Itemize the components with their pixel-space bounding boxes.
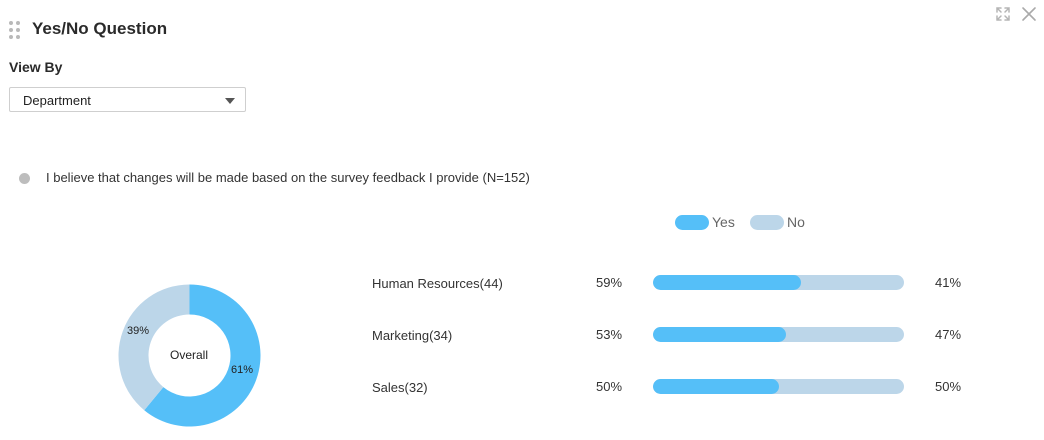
- legend-no-label: No: [787, 214, 805, 230]
- bar-no-segment: [653, 379, 904, 394]
- donut-no-slice: [118, 284, 190, 411]
- expand-icon[interactable]: [994, 5, 1012, 23]
- bar-yes-segment: [653, 275, 802, 290]
- bar-yes-segment: [653, 379, 779, 394]
- legend-yes-swatch: [675, 215, 709, 230]
- bar-yes-pct-label: 50%: [596, 379, 623, 394]
- donut-yes-pct-label: 61%: [231, 364, 254, 376]
- donut-yes-slice: [144, 284, 261, 427]
- bar-yes-pct-label: 59%: [596, 275, 623, 290]
- drag-handle-icon[interactable]: [9, 21, 21, 39]
- legend-yes-label: Yes: [712, 214, 735, 230]
- bar-no-pct-label: 50%: [935, 379, 962, 394]
- bar-yes-pct-label: 53%: [596, 327, 623, 342]
- view-by-dropdown[interactable]: Department: [9, 87, 246, 112]
- bar-row-sales: Sales(32) 50% 50%: [0, 376, 1044, 400]
- donut-center-label: Overall: [170, 348, 209, 362]
- question-bullet-icon: [19, 173, 30, 184]
- bar-yes-segment: [653, 327, 787, 342]
- bar-no-segment: [653, 275, 904, 290]
- overall-donut-chart: [118, 284, 261, 427]
- view-by-selected-value: Department: [23, 93, 91, 108]
- bar-category-label: Human Resources(44): [372, 276, 503, 291]
- view-by-label: View By: [9, 59, 63, 75]
- chevron-down-icon: [225, 98, 235, 104]
- bar-row-marketing: Marketing(34) 53% 47%: [0, 324, 1044, 348]
- bar-no-segment: [653, 327, 904, 342]
- bar-category-label: Marketing(34): [372, 328, 453, 343]
- legend-no-swatch: [750, 215, 784, 230]
- bar-row-human-resources: Human Resources(44) 59% 41%: [0, 272, 1044, 296]
- bar-category-label: Sales(32): [372, 380, 428, 395]
- bar-no-pct-label: 41%: [935, 275, 962, 290]
- donut-no-pct-label: 39%: [127, 325, 150, 337]
- close-icon[interactable]: [1020, 5, 1038, 23]
- widget-title: Yes/No Question: [32, 19, 168, 38]
- bar-no-pct-label: 47%: [935, 327, 962, 342]
- question-text: I believe that changes will be made base…: [46, 170, 530, 185]
